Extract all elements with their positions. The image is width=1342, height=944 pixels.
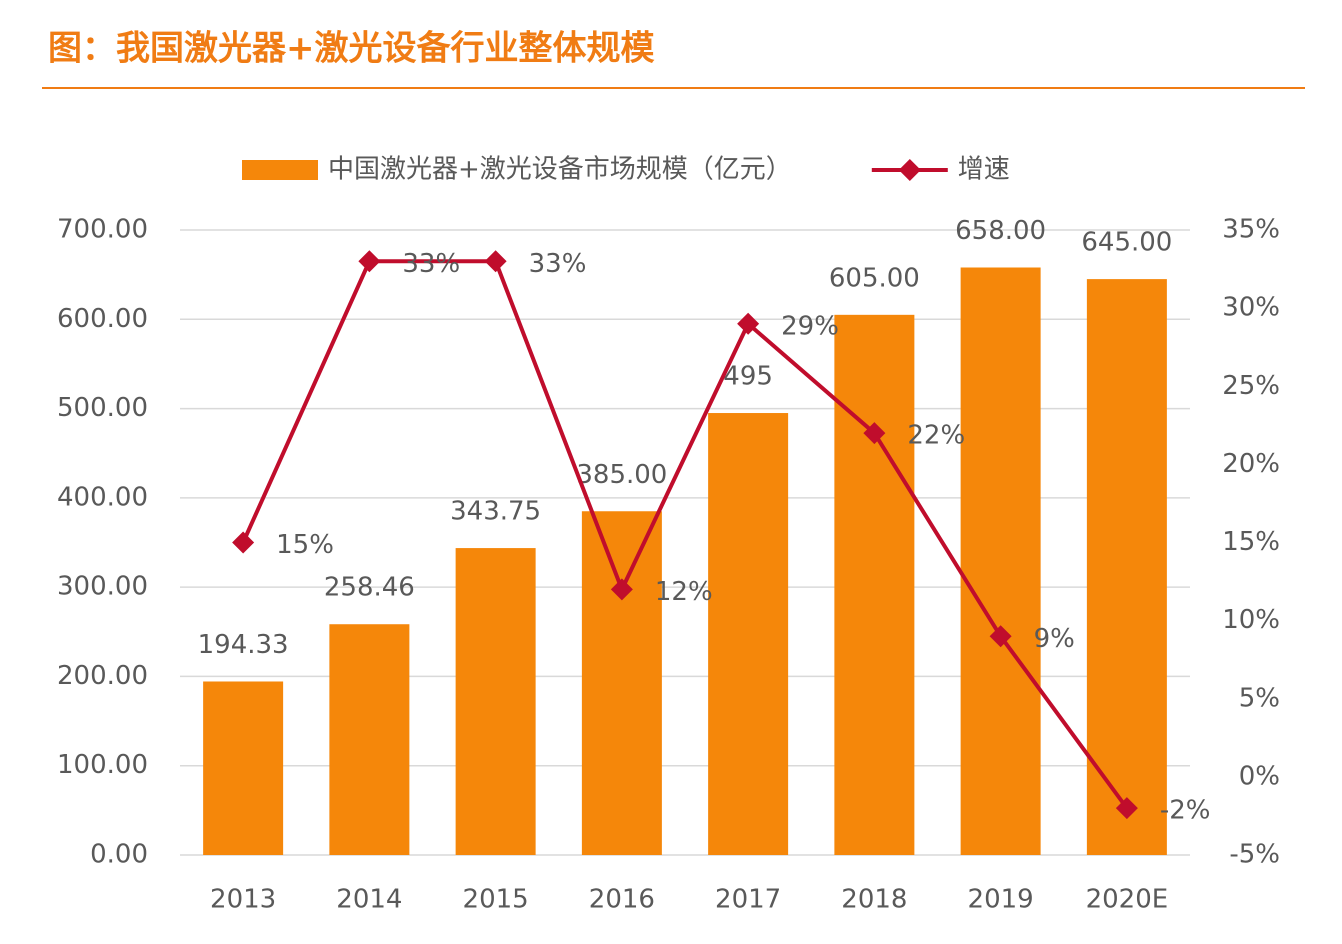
line-value-label: -2% [1160, 796, 1211, 826]
line-value-label: 15% [276, 530, 334, 560]
bar [203, 681, 284, 855]
line-marker [1115, 797, 1138, 820]
line-marker [610, 578, 633, 601]
line-marker [989, 625, 1012, 648]
legend-swatch [242, 160, 318, 180]
bar-value-label: 258.46 [324, 573, 415, 603]
y2-tick-label: 30% [1222, 293, 1280, 323]
line-marker [232, 531, 255, 554]
line-value-label: 33% [529, 249, 587, 279]
y2-tick-label: 10% [1222, 605, 1280, 635]
y-tick-label: 300.00 [57, 572, 148, 602]
line-value-label: 12% [655, 577, 713, 607]
bar-value-label: 385.00 [576, 460, 667, 490]
bar [329, 624, 410, 855]
y2-tick-label: -5% [1229, 840, 1280, 870]
x-tick-label: 2015 [463, 885, 529, 915]
legend-label: 增速 [958, 155, 1010, 185]
legend-marker [898, 159, 921, 181]
legend-label: 中国激光器+激光设备市场规模（亿元） [328, 155, 792, 185]
bar [960, 267, 1041, 855]
y2-tick-label: 20% [1222, 449, 1280, 479]
line-value-label: 9% [1034, 624, 1075, 654]
bar [581, 511, 662, 855]
y-tick-label: 700.00 [57, 215, 148, 245]
y2-tick-label: 15% [1222, 527, 1280, 557]
x-tick-label: 2019 [968, 885, 1034, 915]
line-marker [863, 422, 886, 445]
bar-value-label: 658.00 [955, 216, 1046, 246]
x-tick-label: 2016 [589, 885, 655, 915]
y2-tick-label: 25% [1222, 371, 1280, 401]
bar-value-label: 605.00 [829, 263, 920, 293]
y-tick-label: 600.00 [57, 304, 148, 334]
y2-tick-label: 0% [1239, 761, 1280, 791]
bar-value-label: 645.00 [1081, 228, 1172, 258]
bar [708, 413, 789, 855]
bar [1086, 279, 1167, 855]
bar-value-label: 495 [723, 362, 773, 392]
line-marker [737, 312, 760, 335]
bar-value-label: 343.75 [450, 497, 541, 527]
bar [455, 548, 536, 855]
line-value-label: 29% [781, 311, 839, 341]
y-tick-label: 0.00 [90, 840, 148, 870]
y-tick-label: 500.00 [57, 393, 148, 423]
bar [834, 314, 915, 856]
line-marker [484, 250, 507, 273]
x-tick-label: 2017 [715, 885, 781, 915]
line-marker [358, 250, 381, 273]
x-tick-label: 2013 [210, 885, 276, 915]
line-value-label: 33% [402, 249, 460, 279]
y-tick-label: 100.00 [57, 750, 148, 780]
y2-tick-label: 5% [1239, 683, 1280, 713]
y-tick-label: 400.00 [57, 482, 148, 512]
line-value-label: 22% [907, 421, 965, 451]
y-tick-label: 200.00 [57, 661, 148, 691]
line [241, 259, 1129, 810]
bar-value-label: 194.33 [198, 630, 289, 660]
y2-tick-label: 35% [1222, 215, 1280, 245]
chart-title: 图：我国激光器+激光设备行业整体规模 [48, 29, 655, 69]
x-tick-label: 2018 [841, 885, 907, 915]
x-tick-label: 2014 [336, 885, 402, 915]
x-tick-label: 2020E [1086, 885, 1169, 915]
